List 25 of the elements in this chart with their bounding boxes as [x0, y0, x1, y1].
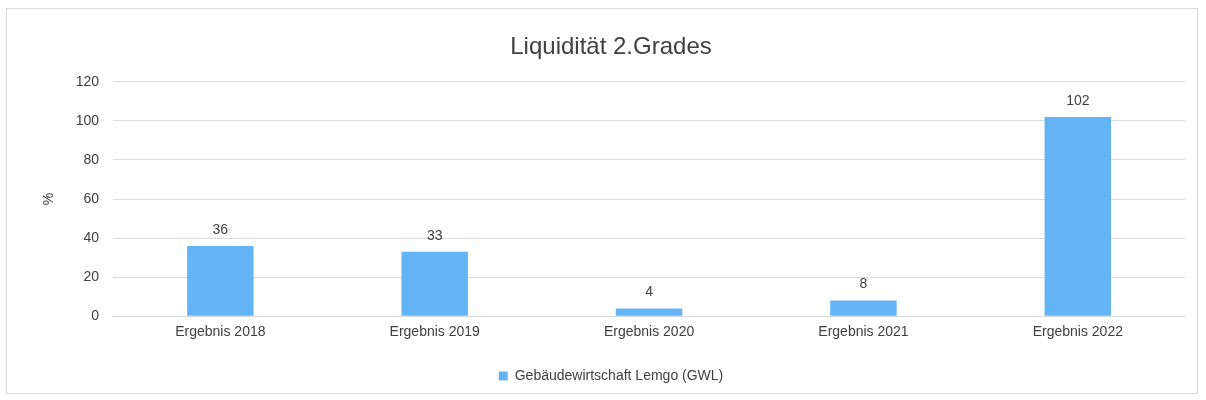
bar	[1044, 116, 1112, 316]
data-label: 33	[426, 226, 443, 243]
data-label: 36	[212, 220, 229, 237]
y-tick-label: 0	[91, 307, 100, 324]
bar	[187, 245, 254, 316]
y-tick-label: 20	[83, 267, 100, 284]
x-tick-label: Ergebnis 2021	[818, 323, 909, 340]
data-label: 4	[645, 283, 654, 300]
bar	[830, 300, 897, 316]
bar	[615, 308, 683, 316]
legend-label: Gebäudewirtschaft Lemgo (GWL)	[514, 366, 724, 383]
x-tick-label: Ergebnis 2018	[175, 323, 266, 340]
y-tick-label: 60	[83, 189, 100, 206]
x-tick-label: Ergebnis 2019	[389, 323, 481, 340]
y-tick-label: 100	[75, 111, 100, 128]
x-tick-label: Ergebnis 2022	[1032, 323, 1124, 340]
bar	[401, 251, 468, 316]
y-axis-title: %	[40, 192, 57, 206]
data-label: 102	[1066, 91, 1090, 108]
x-tick-label: Ergebnis 2020	[603, 323, 695, 340]
y-tick-label: 40	[83, 228, 100, 245]
y-tick-label: 120	[75, 72, 100, 89]
chart-title: Liquidität 2.Grades	[510, 32, 712, 60]
y-tick-label: 80	[83, 150, 100, 167]
data-label: 8	[859, 275, 868, 292]
